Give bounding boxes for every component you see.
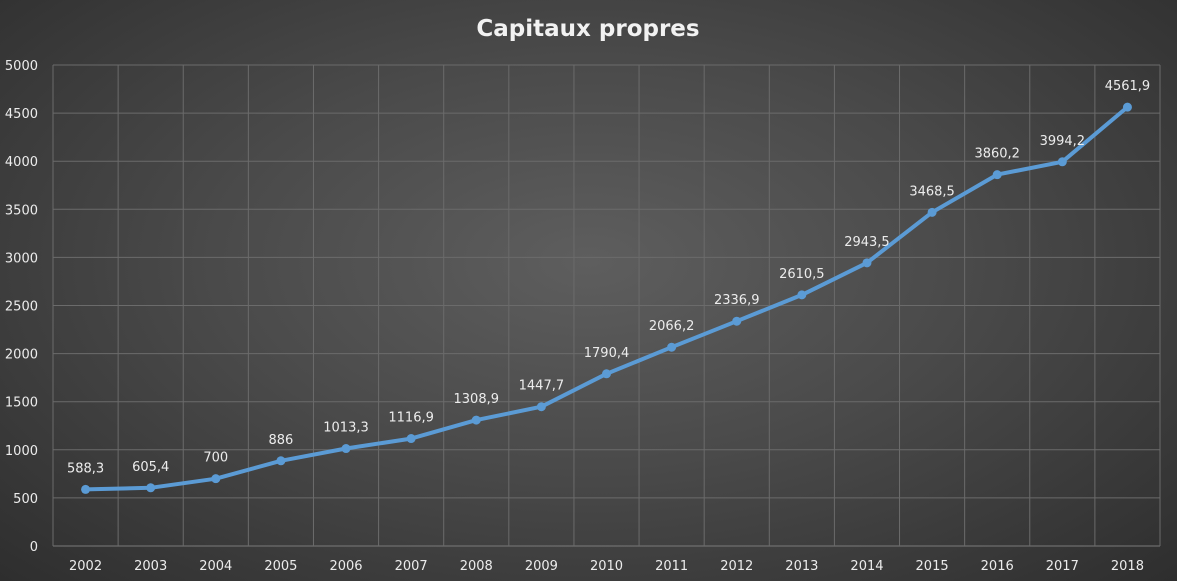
data-label: 700: [203, 451, 228, 466]
x-tick-label: 2008: [460, 559, 493, 574]
x-axis: 2002 2003 2004 2005 2006 2007 2008 2009 2010 2011…: [69, 559, 1144, 574]
x-tick-label: 2010: [590, 559, 623, 574]
data-point: [1057, 157, 1067, 167]
y-tick-label: 4000: [5, 155, 38, 170]
data-label: 2066,2: [649, 319, 695, 334]
y-tick-label: 5000: [5, 59, 38, 74]
data-label: 1308,9: [454, 392, 500, 407]
x-tick-label: 2014: [850, 559, 883, 574]
x-tick-label: 2012: [720, 559, 753, 574]
data-label: 3468,5: [909, 184, 955, 199]
data-label: 4561,9: [1105, 79, 1151, 94]
data-point: [927, 207, 937, 217]
data-point: [81, 484, 91, 494]
data-label: 3860,2: [974, 147, 1020, 162]
data-label: 886: [268, 433, 293, 448]
data-point: [862, 258, 872, 268]
data-point: [667, 342, 677, 352]
data-label: 1447,7: [519, 379, 565, 394]
data-point: [992, 170, 1002, 180]
y-tick-label: 3000: [5, 251, 38, 266]
y-tick-label: 2000: [5, 348, 38, 363]
data-label: 1013,3: [323, 421, 369, 436]
data-label: 2943,5: [844, 235, 890, 250]
series-line-path: [83, 105, 1130, 492]
x-tick-label: 2011: [655, 559, 688, 574]
chart-title: Capitaux propres: [476, 16, 699, 42]
data-label: 3994,2: [1040, 134, 1086, 149]
y-tick-label: 1500: [5, 396, 38, 411]
y-tick-label: 4500: [5, 107, 38, 122]
y-tick-label: 1000: [5, 444, 38, 459]
y-tick-label: 0: [30, 540, 38, 555]
x-tick-label: 2016: [981, 559, 1014, 574]
data-point: [732, 316, 742, 326]
y-tick-label: 2500: [5, 300, 38, 315]
data-point: [536, 402, 546, 412]
x-tick-label: 2017: [1046, 559, 1079, 574]
x-tick-label: 2005: [264, 559, 297, 574]
data-point: [146, 483, 156, 493]
x-tick-label: 2007: [395, 559, 428, 574]
x-tick-label: 2004: [199, 559, 232, 574]
data-label: 1790,4: [584, 346, 630, 361]
data-label: 588,3: [67, 461, 104, 476]
y-tick-label: 3500: [5, 203, 38, 218]
x-tick-label: 2018: [1111, 559, 1144, 574]
y-tick-label: 500: [13, 492, 38, 507]
y-axis: 0 500 1000 1500 2000 2500 3000 3500 4000 4500 5000: [5, 59, 38, 555]
x-tick-label: 2006: [329, 559, 362, 574]
data-label: 1116,9: [388, 411, 434, 426]
data-point: [406, 434, 416, 444]
data-point: [471, 415, 481, 425]
x-tick-label: 2015: [916, 559, 949, 574]
data-labels: 588,3 605,4 700 886 1013,3 1116,9 1308,9 1447,7…: [67, 79, 1150, 476]
x-tick-label: 2013: [785, 559, 818, 574]
data-point: [211, 474, 221, 484]
data-point: [1122, 102, 1132, 112]
data-point: [602, 369, 611, 379]
data-label: 2336,9: [714, 293, 760, 308]
data-point: [276, 456, 286, 466]
data-label: 605,4: [132, 460, 169, 475]
x-tick-label: 2002: [69, 559, 102, 574]
series-line: [81, 102, 1132, 494]
x-tick-label: 2009: [525, 559, 558, 574]
grid: [52, 64, 1161, 547]
x-tick-label: 2003: [134, 559, 167, 574]
data-point: [341, 444, 351, 454]
data-label: 2610,5: [779, 267, 825, 282]
data-point: [797, 290, 807, 300]
